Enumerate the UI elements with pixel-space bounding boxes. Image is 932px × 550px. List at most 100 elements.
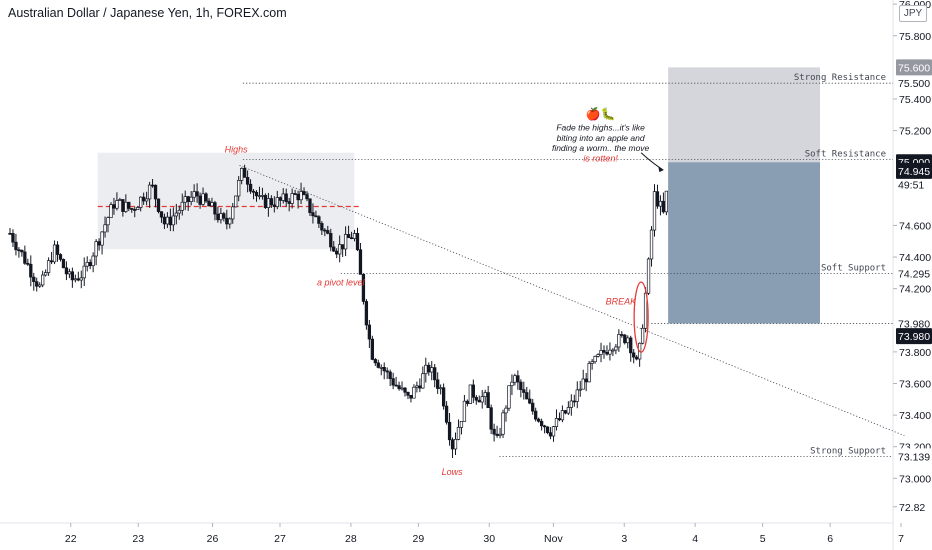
candle-down bbox=[248, 183, 253, 192]
candle-up bbox=[210, 202, 214, 207]
y-tick-label: 74.600 bbox=[899, 220, 931, 232]
candle-down bbox=[557, 418, 562, 421]
candle-down bbox=[287, 201, 291, 204]
candle-down bbox=[447, 421, 452, 441]
candle-up bbox=[201, 193, 205, 205]
candle-down bbox=[376, 362, 380, 368]
candle-up bbox=[144, 198, 149, 202]
x-tick-label: 30 bbox=[483, 533, 495, 545]
candle-up bbox=[456, 427, 461, 440]
candle-up bbox=[596, 354, 600, 357]
candle-down bbox=[465, 400, 470, 404]
trendline bbox=[239, 165, 905, 437]
candle-up bbox=[234, 195, 238, 208]
x-tick-label: 5 bbox=[760, 533, 766, 545]
candle-up bbox=[649, 229, 654, 260]
candle-up bbox=[462, 400, 467, 422]
candle-up bbox=[46, 260, 51, 273]
candle-down bbox=[225, 217, 229, 225]
candle-up bbox=[183, 196, 187, 203]
candle-up bbox=[275, 197, 279, 207]
candle-down bbox=[403, 387, 407, 393]
candle-down bbox=[130, 208, 134, 210]
candle-up bbox=[379, 367, 383, 369]
candle-up bbox=[581, 378, 585, 390]
note-text: biting into an apple and bbox=[557, 133, 645, 143]
y-tick-label: 73.400 bbox=[899, 410, 931, 422]
candle-down bbox=[70, 271, 75, 281]
candle-down bbox=[537, 418, 541, 422]
level-price-tag: 74.295 bbox=[898, 269, 930, 281]
candle-up bbox=[115, 200, 119, 209]
price-tag: 73.980 bbox=[898, 331, 930, 343]
candle-down bbox=[346, 234, 351, 239]
candle-down bbox=[450, 439, 455, 450]
candle-up bbox=[498, 433, 502, 436]
candle-up bbox=[91, 255, 95, 267]
candle-up bbox=[400, 387, 404, 390]
candle-down bbox=[213, 202, 217, 215]
candle-down bbox=[311, 212, 315, 217]
candle-down bbox=[263, 195, 268, 208]
candle-down bbox=[35, 281, 39, 287]
annotation-label: a pivot level bbox=[317, 277, 366, 287]
candle-up bbox=[240, 168, 244, 181]
y-tick-label: 75.200 bbox=[899, 126, 931, 138]
candle-down bbox=[409, 394, 413, 399]
candle-down bbox=[495, 433, 499, 436]
candle-up bbox=[551, 426, 556, 437]
candle-down bbox=[320, 223, 324, 231]
candle-up bbox=[165, 216, 170, 225]
x-tick-label: 26 bbox=[207, 533, 219, 545]
candle-up bbox=[590, 361, 594, 364]
x-tick-label: 6 bbox=[827, 533, 833, 545]
candle-up bbox=[299, 191, 303, 201]
candle-down bbox=[397, 385, 401, 389]
candle-up bbox=[94, 241, 98, 257]
candle-down bbox=[563, 410, 568, 414]
candle-up bbox=[560, 410, 565, 421]
level-price-tag: 73.139 bbox=[898, 451, 930, 463]
candle-down bbox=[542, 425, 547, 428]
candle-down bbox=[361, 274, 366, 302]
candle-down bbox=[293, 193, 297, 195]
candle-down bbox=[326, 230, 330, 234]
candle-down bbox=[76, 278, 80, 281]
chart-title: Australian Dollar / Japanese Yen, 1h, FO… bbox=[8, 6, 287, 20]
stop-price-tag: 75.600 bbox=[898, 62, 930, 74]
candle-up bbox=[459, 421, 464, 428]
candle-up bbox=[453, 438, 458, 450]
candle-down bbox=[207, 200, 211, 207]
candle-down bbox=[358, 249, 363, 275]
candle-down bbox=[26, 262, 30, 265]
consolidation-zone bbox=[97, 152, 355, 250]
candle-down bbox=[11, 233, 15, 243]
candle-down bbox=[531, 402, 535, 412]
candle-up bbox=[171, 215, 176, 226]
candle-up bbox=[501, 412, 505, 435]
candle-down bbox=[370, 338, 374, 360]
x-tick-label: 22 bbox=[65, 533, 77, 545]
currency-badge[interactable]: JPY bbox=[899, 5, 927, 22]
candle-down bbox=[29, 263, 33, 278]
candle-down bbox=[8, 232, 12, 235]
candle-up bbox=[52, 244, 57, 263]
candle-up bbox=[192, 191, 196, 198]
candle-up bbox=[421, 373, 425, 389]
candle-down bbox=[373, 359, 377, 364]
x-tick-label: Nov bbox=[544, 533, 563, 545]
candle-up bbox=[82, 265, 86, 279]
candle-up bbox=[578, 388, 582, 391]
y-tick-label: 74.400 bbox=[899, 252, 931, 264]
stop-price-tag-bg bbox=[896, 59, 932, 76]
candle-up bbox=[468, 384, 472, 404]
note-arrow bbox=[640, 152, 664, 171]
candle-up bbox=[100, 231, 104, 246]
level-price-tag: 73.980 bbox=[898, 318, 930, 330]
candle-down bbox=[367, 324, 372, 340]
candle-down bbox=[14, 241, 18, 251]
candle-down bbox=[602, 350, 606, 353]
candle-down bbox=[433, 367, 437, 381]
candle-down bbox=[23, 251, 27, 264]
